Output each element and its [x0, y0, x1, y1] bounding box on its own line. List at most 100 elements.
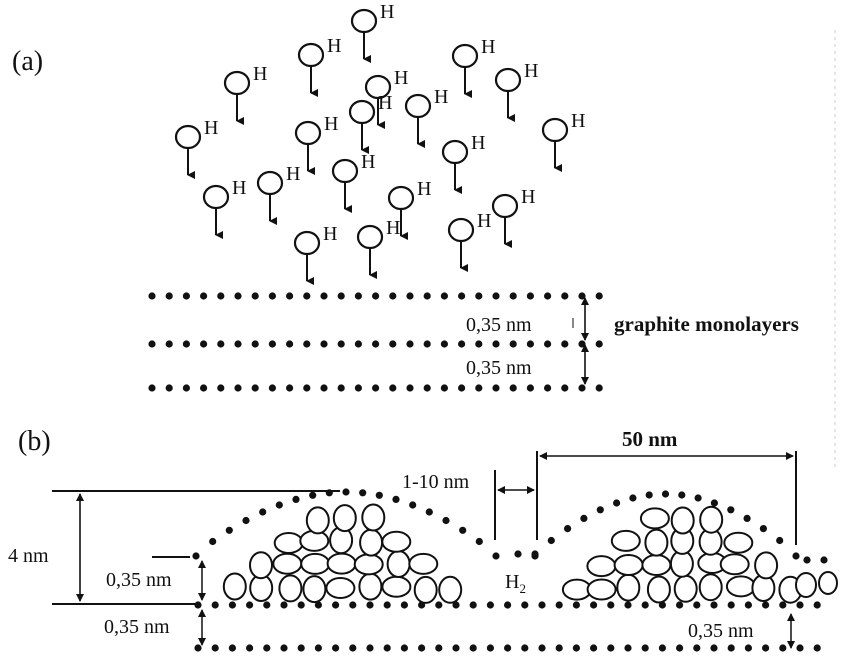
carbon-dot: [475, 384, 483, 392]
carbon-dot: [641, 601, 649, 609]
carbon-dot: [332, 644, 340, 652]
hydrogen-bubble: [586, 578, 617, 601]
hydrogen-bubble: [646, 575, 671, 604]
hydrogen-bubble: [272, 552, 303, 575]
carbon-dot: [200, 384, 208, 392]
hydrogen-atom: H: [297, 35, 341, 97]
hydrogen-bubble: [610, 529, 641, 552]
carbon-dot: [423, 384, 431, 392]
spacing-label-top: 0,35 nm: [466, 314, 532, 336]
atom-symbol: H: [386, 217, 400, 239]
carbon-dot: [406, 384, 414, 392]
carbon-dot: [217, 384, 225, 392]
atom-symbol: H: [286, 163, 300, 185]
carbon-dot: [425, 508, 433, 516]
hydrogen-atom: H: [404, 86, 448, 148]
hydrogen-bubble: [616, 573, 641, 602]
spacing-label-bottom: 0,35 nm: [466, 357, 532, 379]
atom-circle: [356, 224, 384, 250]
atom-circle: [174, 124, 202, 150]
hydrogen-bubble: [273, 532, 304, 554]
hydrogen-atom: H: [256, 163, 300, 225]
carbon-dot: [452, 644, 460, 652]
height-label: 4 nm: [8, 545, 49, 567]
hydrogen-atom: H: [364, 67, 408, 129]
carbon-dot: [504, 601, 512, 609]
carbon-dot: [286, 384, 294, 392]
carbon-dot: [629, 494, 637, 502]
carbon-dot: [440, 384, 448, 392]
carbon-dot: [475, 340, 483, 348]
hydrogen-bubble: [325, 577, 356, 599]
carbon-dot: [148, 292, 156, 300]
carbon-dot: [234, 292, 242, 300]
carbon-dot: [194, 644, 202, 652]
carbon-dot: [268, 384, 276, 392]
atom-symbol: H: [361, 151, 375, 173]
carbon-dot: [275, 501, 283, 509]
carbon-dot: [572, 601, 581, 609]
carbon-dot: [727, 506, 735, 514]
carbon-dot: [469, 644, 477, 652]
hydrogen-bubble: [305, 506, 330, 535]
carbon-dot: [596, 506, 604, 514]
hydrogen-bubble: [818, 571, 838, 595]
carbon-dot: [225, 526, 233, 534]
hydrogen-bubble: [222, 572, 247, 601]
atom-symbol: H: [571, 110, 585, 132]
carbon-dot: [280, 644, 288, 652]
carbon-dot: [349, 644, 357, 652]
atom-symbol: H: [477, 210, 491, 232]
carbon-dot: [531, 550, 539, 558]
carbon-dot: [555, 601, 563, 609]
atom-circle: [441, 139, 469, 165]
carbon-dot: [469, 601, 477, 609]
atom-circle: [348, 99, 376, 125]
atom-symbol: H: [323, 223, 337, 245]
hydrogen-bubble: [249, 551, 273, 580]
carbon-dot: [475, 537, 483, 546]
carbon-dot: [263, 601, 271, 609]
carbon-dot: [325, 489, 333, 497]
carbon-dot: [182, 292, 190, 300]
carbon-dot: [813, 601, 821, 609]
hydrogen-atom: H: [348, 92, 392, 154]
hydrogen-bubble: [754, 551, 779, 580]
graphite-layers-a: [148, 292, 603, 392]
carbon-dot: [561, 340, 569, 348]
carbon-dot: [547, 536, 555, 545]
atom-symbol: H: [471, 132, 485, 154]
carbon-dot: [486, 601, 494, 609]
right-spacing-label: 0,35 nm: [688, 620, 754, 642]
carbon-dot: [564, 525, 572, 533]
carbon-dot: [228, 644, 236, 652]
hydrogen-bubble: [278, 574, 303, 603]
carbon-dot: [693, 601, 701, 609]
atom-symbol: H: [204, 117, 218, 139]
carbon-dot: [779, 601, 787, 609]
atom-symbol: H: [417, 178, 431, 200]
hydrogen-atom: H: [491, 186, 535, 248]
atom-circle: [494, 67, 522, 93]
graphite-monolayer: [148, 384, 603, 392]
carbon-dot: [268, 292, 276, 300]
carbon-dot: [538, 644, 546, 652]
hydrogen-bubble: [381, 530, 412, 553]
carbon-dot: [418, 644, 426, 652]
carbon-dot: [743, 514, 751, 523]
hydrogen-atom: H: [202, 177, 246, 239]
carbon-dot: [792, 552, 800, 560]
atom-symbol: H: [394, 67, 408, 89]
carbon-dot: [303, 292, 311, 300]
carbon-dot: [658, 644, 667, 652]
graphite-layers-b: [192, 488, 828, 652]
carbon-dot: [595, 292, 603, 300]
carbon-dot: [211, 601, 219, 609]
carbon-dot: [514, 550, 522, 558]
carbon-dot: [303, 384, 311, 392]
graphite-layers-caption: graphite monolayers: [614, 312, 799, 336]
carbon-dot: [148, 340, 156, 348]
hydrogen-bubble: [719, 553, 750, 576]
h2-label: H2: [505, 571, 526, 596]
